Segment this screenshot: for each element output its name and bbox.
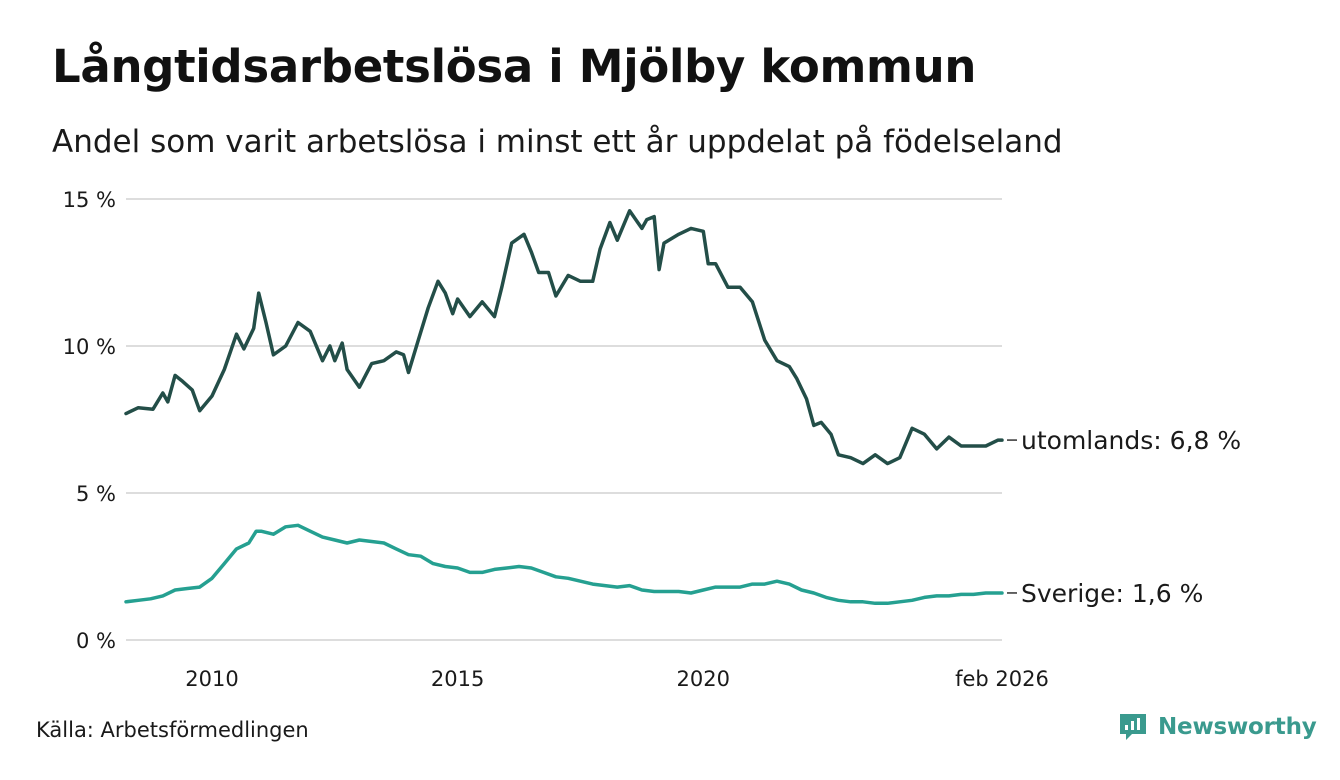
x-tick-label: feb 2026 [955, 667, 1049, 691]
series-lines [124, 209, 1004, 606]
chart-title: Långtidsarbetslösa i Mjölby kommun [52, 40, 977, 93]
y-tick-label: 5 % [76, 482, 116, 506]
newsworthy-logo-icon [1120, 714, 1146, 740]
brand-name: Newsworthy [1158, 714, 1317, 740]
gridlines [126, 198, 1002, 641]
y-axis-ticks: 0 % 5 % 10 % 15 % [63, 188, 116, 653]
chart-subtitle: Andel som varit arbetslösa i minst ett å… [52, 124, 1063, 160]
x-axis-ticks: 2010 2015 2020 feb 2026 [185, 667, 1049, 691]
newsworthy-logo: Newsworthy [1118, 712, 1317, 742]
series-label-sverige: Sverige: 1,6 % [1021, 579, 1203, 608]
y-tick-label: 0 % [76, 629, 116, 653]
x-tick-label: 2020 [677, 667, 730, 691]
x-tick-label: 2015 [431, 667, 484, 691]
y-tick-label: 10 % [63, 335, 116, 359]
series-line-sverige [124, 523, 1004, 606]
series-line-utomlands [124, 209, 1004, 466]
series-labels: utomlands: 6,8 % Sverige: 1,6 % [1007, 426, 1241, 608]
source-note: Källa: Arbetsförmedlingen [36, 718, 309, 742]
y-tick-label: 15 % [63, 188, 116, 212]
series-label-utomlands: utomlands: 6,8 % [1021, 426, 1241, 455]
x-tick-label: 2010 [185, 667, 238, 691]
